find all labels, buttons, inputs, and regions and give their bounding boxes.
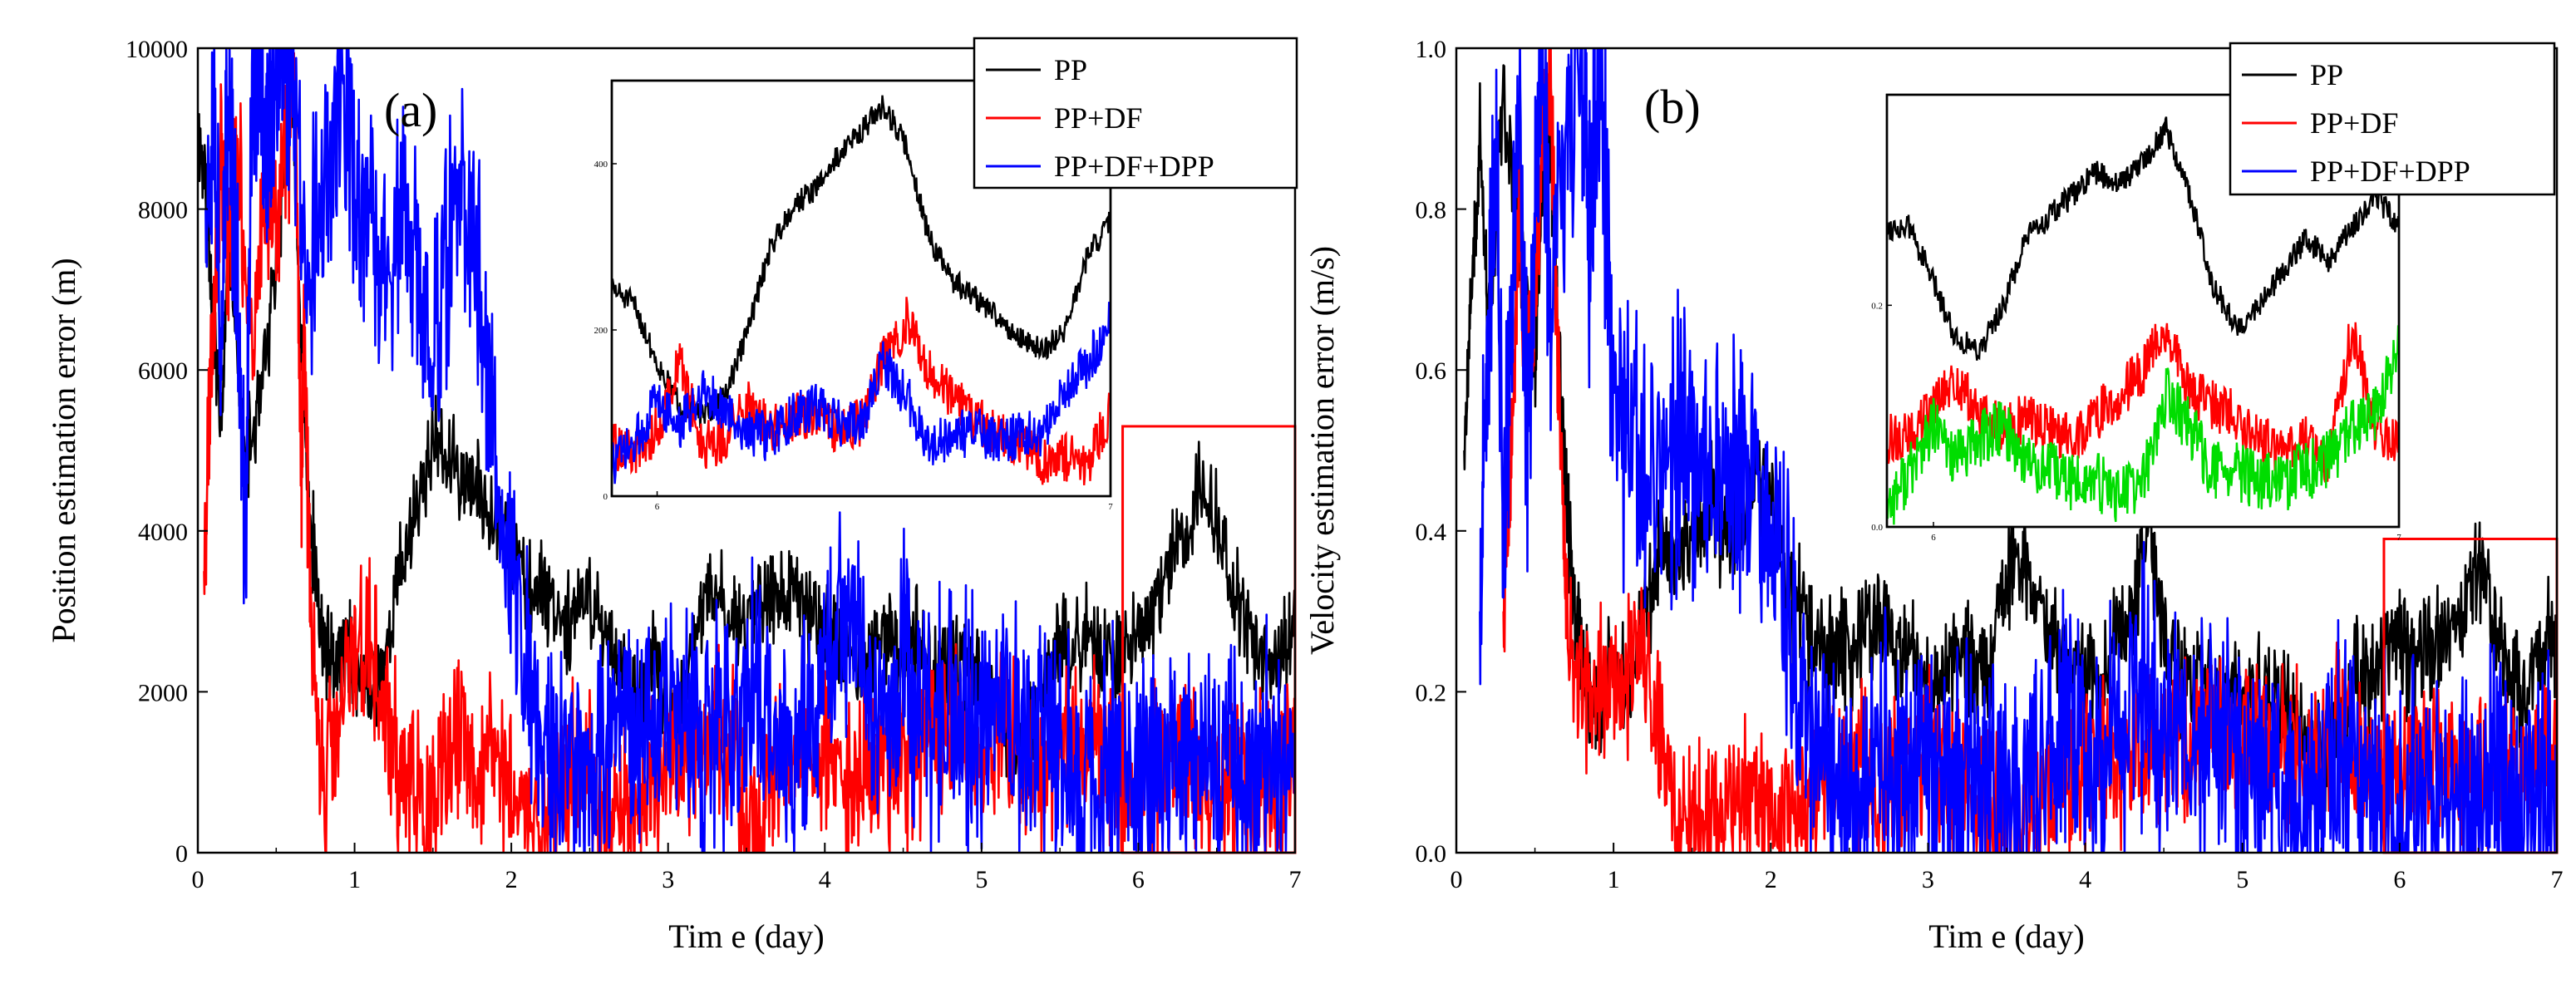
- series-line-pp-df-dpp: [204, 48, 1295, 853]
- inset-y-tick-label: 0: [603, 492, 608, 502]
- legend-entry: PP: [2310, 58, 2343, 91]
- inset-series-line-pp-df-dpp: [612, 302, 1111, 485]
- legend-entry: PP: [1054, 53, 1087, 86]
- x-tick-label: 5: [975, 866, 988, 893]
- x-tick-label: 3: [1922, 866, 1934, 893]
- chart-panel-b: 0 1 2 3 4 5 6 7 0.0 0.2 0.4 0.6 0.8 1.0 Tim e (day) Vel…: [1303, 36, 2564, 955]
- x-tick-label: 0: [1451, 866, 1463, 893]
- y-tick-label: 0.2: [1416, 679, 1447, 706]
- inset-x-tick-label: 6: [1931, 533, 1936, 543]
- inset-series-group: [1887, 116, 2399, 525]
- inset-y-tick-label: 0.0: [1871, 523, 1883, 533]
- inset-x-tick-label: 7: [2396, 533, 2401, 543]
- x-tick-label: 1: [348, 866, 361, 893]
- x-tick-label: 0: [192, 866, 204, 893]
- series-line-pp: [198, 61, 1295, 796]
- y-tick-label: 2000: [138, 679, 188, 706]
- inset-frame: [610, 79, 1112, 498]
- inset-chart: 6 7 0 200 400: [594, 79, 1113, 512]
- x-tick-label: 2: [1765, 866, 1777, 893]
- legend-box: [973, 37, 1298, 189]
- legend-entry: PP+DF+DPP: [2310, 155, 2470, 188]
- series-group: [1463, 48, 2557, 853]
- series-line-pp-df: [203, 52, 1295, 853]
- x-tick-label: 6: [1132, 866, 1145, 893]
- legend: PP PP+DF PP+DF+DPP: [973, 37, 1298, 189]
- y-axis-label: Velocity estimation error (m/s): [1303, 246, 1341, 655]
- legend: PP PP+DF PP+DF+DPP: [2229, 42, 2556, 196]
- inset-y-tick-label: 0.2: [1871, 301, 1883, 311]
- legend-entry: PP+DF: [1054, 101, 1142, 135]
- y-tick-label: 0.8: [1416, 197, 1447, 224]
- legend-entry: PP+DF: [2310, 106, 2398, 140]
- y-tick-label: 1.0: [1416, 36, 1447, 63]
- inset-x-tick-label: 7: [1108, 502, 1113, 512]
- inset-x-tick-label: 6: [655, 502, 660, 512]
- series-line-pp-df-dpp: [1479, 48, 2557, 853]
- inset-series-line-pp-df: [1887, 322, 2399, 483]
- inset-series-line-green: [1887, 325, 2399, 525]
- y-tick-label: 0.6: [1416, 357, 1447, 385]
- series-group: [198, 48, 1295, 853]
- legend-box: [2229, 42, 2556, 196]
- y-tick-label: 0.0: [1416, 840, 1447, 868]
- y-tick-label: 0.4: [1416, 519, 1447, 546]
- x-tick-label: 6: [2393, 866, 2406, 893]
- x-tick-label: 2: [505, 866, 518, 893]
- x-tick-label: 4: [2079, 866, 2091, 893]
- x-tick-label: 5: [2236, 866, 2248, 893]
- x-tick-label: 7: [2551, 866, 2564, 893]
- x-tick-label: 3: [662, 866, 674, 893]
- inset-y-tick-label: 200: [594, 326, 608, 336]
- legend-entry: PP+DF+DPP: [1054, 150, 1214, 183]
- inset-series-group: [612, 95, 1111, 485]
- y-tick-label: 6000: [138, 357, 188, 385]
- y-tick-label: 0: [175, 840, 188, 868]
- y-tick-label: 4000: [138, 519, 188, 546]
- inset-chart: 6 7 0.0 0.2: [1871, 93, 2401, 543]
- x-tick-label: 7: [1289, 866, 1302, 893]
- inset-series-line-pp: [1887, 116, 2399, 361]
- y-tick-label: 10000: [126, 36, 188, 63]
- x-tick-label: 1: [1608, 866, 1620, 893]
- inset-frame: [1885, 93, 2401, 529]
- panel-label: (b): [1644, 80, 1701, 134]
- y-axis-label: Position estimation error (m): [45, 258, 82, 642]
- x-axis-label: Tim e (day): [668, 918, 824, 955]
- panel-label: (a): [384, 83, 437, 137]
- y-tick-label: 8000: [138, 197, 188, 224]
- x-axis-label: Tim e (day): [1928, 918, 2084, 955]
- x-tick-label: 4: [819, 866, 831, 893]
- inset-y-tick-label: 400: [594, 160, 608, 170]
